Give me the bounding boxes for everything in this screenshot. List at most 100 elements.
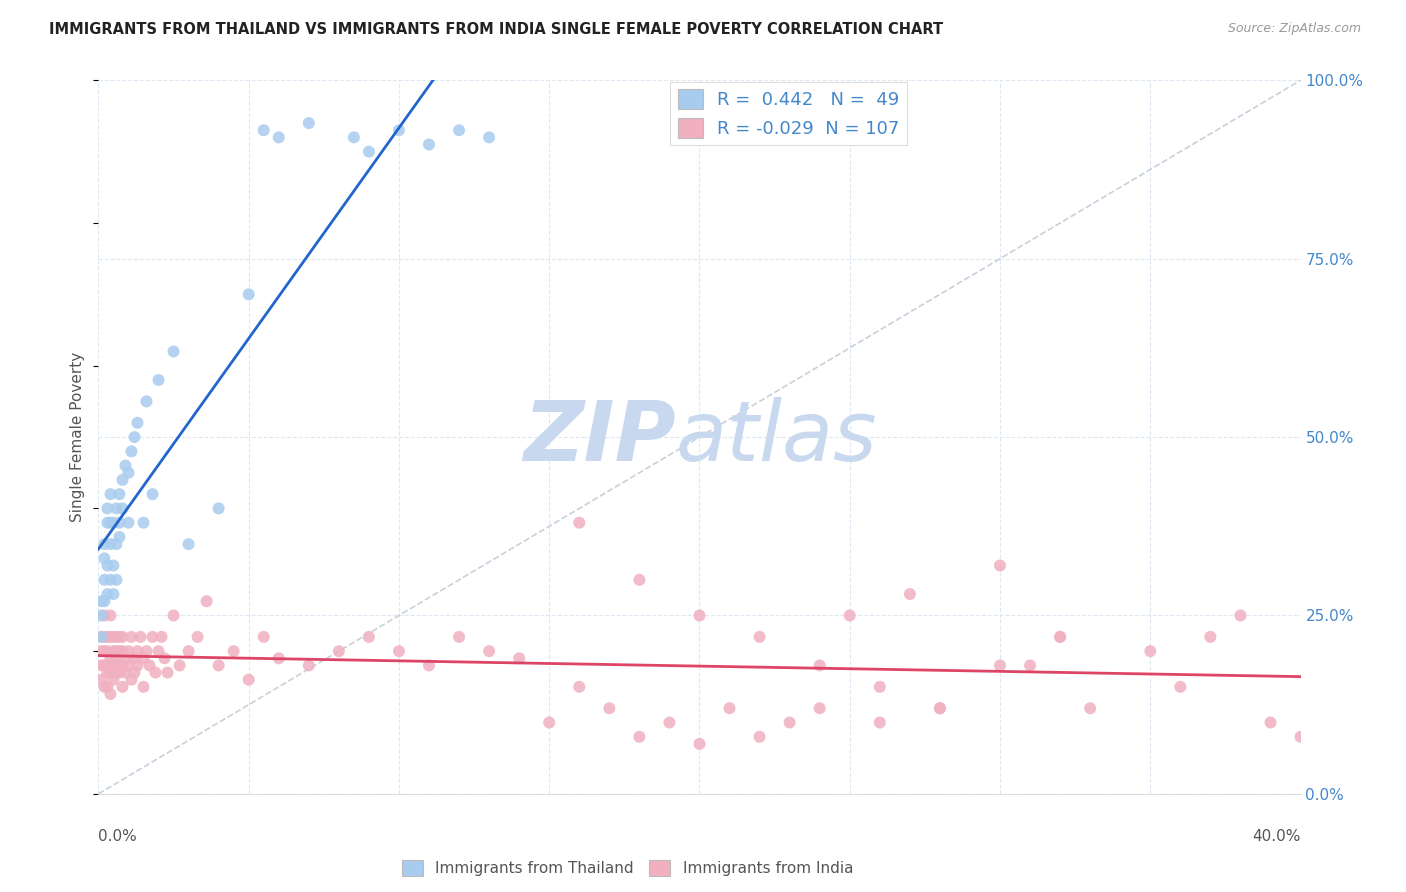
Text: atlas: atlas bbox=[675, 397, 877, 477]
Point bbox=[111, 658, 134, 673]
Point bbox=[267, 130, 290, 145]
Point bbox=[96, 558, 118, 573]
Point bbox=[96, 630, 118, 644]
Point bbox=[298, 658, 321, 673]
Point bbox=[718, 701, 741, 715]
Point bbox=[111, 644, 134, 658]
Point bbox=[238, 673, 260, 687]
Point bbox=[328, 644, 350, 658]
Point bbox=[90, 658, 112, 673]
Point bbox=[447, 630, 470, 644]
Point bbox=[111, 473, 134, 487]
Point bbox=[90, 594, 112, 608]
Point bbox=[117, 516, 139, 530]
Point bbox=[1139, 644, 1161, 658]
Point bbox=[689, 737, 711, 751]
Point bbox=[108, 644, 131, 658]
Point bbox=[117, 658, 139, 673]
Point bbox=[538, 715, 561, 730]
Legend: Immigrants from Thailand, Immigrants from India: Immigrants from Thailand, Immigrants fro… bbox=[395, 854, 859, 882]
Point bbox=[121, 673, 143, 687]
Point bbox=[357, 630, 380, 644]
Point bbox=[93, 537, 115, 551]
Text: IMMIGRANTS FROM THAILAND VS IMMIGRANTS FROM INDIA SINGLE FEMALE POVERTY CORRELAT: IMMIGRANTS FROM THAILAND VS IMMIGRANTS F… bbox=[49, 22, 943, 37]
Point bbox=[418, 137, 440, 152]
Point bbox=[222, 644, 245, 658]
Point bbox=[96, 658, 118, 673]
Point bbox=[108, 487, 131, 501]
Text: Source: ZipAtlas.com: Source: ZipAtlas.com bbox=[1227, 22, 1361, 36]
Point bbox=[96, 501, 118, 516]
Point bbox=[108, 530, 131, 544]
Point bbox=[148, 644, 170, 658]
Point bbox=[568, 680, 591, 694]
Point bbox=[105, 651, 128, 665]
Point bbox=[187, 630, 209, 644]
Point bbox=[1019, 658, 1042, 673]
Point bbox=[208, 501, 231, 516]
Point bbox=[598, 701, 620, 715]
Point bbox=[177, 644, 200, 658]
Point bbox=[117, 466, 139, 480]
Point bbox=[124, 430, 146, 444]
Point bbox=[148, 373, 170, 387]
Point bbox=[105, 644, 128, 658]
Point bbox=[127, 416, 149, 430]
Point bbox=[103, 673, 125, 687]
Point bbox=[96, 644, 118, 658]
Point bbox=[111, 680, 134, 694]
Point bbox=[100, 487, 122, 501]
Point bbox=[105, 573, 128, 587]
Point bbox=[135, 644, 157, 658]
Point bbox=[129, 630, 152, 644]
Point bbox=[478, 130, 501, 145]
Point bbox=[111, 630, 134, 644]
Point bbox=[124, 651, 146, 665]
Point bbox=[169, 658, 191, 673]
Point bbox=[568, 516, 591, 530]
Point bbox=[1199, 630, 1222, 644]
Point bbox=[90, 630, 112, 644]
Point bbox=[127, 658, 149, 673]
Point bbox=[132, 516, 155, 530]
Point bbox=[103, 658, 125, 673]
Point bbox=[1078, 701, 1101, 715]
Text: ZIP: ZIP bbox=[523, 397, 675, 477]
Point bbox=[628, 730, 651, 744]
Point bbox=[1289, 730, 1312, 744]
Point bbox=[253, 630, 276, 644]
Point bbox=[93, 594, 115, 608]
Point bbox=[105, 501, 128, 516]
Point bbox=[132, 651, 155, 665]
Point bbox=[898, 587, 921, 601]
Point bbox=[689, 608, 711, 623]
Point bbox=[748, 730, 770, 744]
Point bbox=[162, 344, 184, 359]
Point bbox=[108, 516, 131, 530]
Point bbox=[100, 651, 122, 665]
Point bbox=[343, 130, 366, 145]
Point bbox=[195, 594, 218, 608]
Point bbox=[96, 587, 118, 601]
Point bbox=[1170, 680, 1192, 694]
Point bbox=[838, 608, 860, 623]
Point bbox=[628, 573, 651, 587]
Point bbox=[177, 537, 200, 551]
Point bbox=[1229, 608, 1251, 623]
Point bbox=[478, 644, 501, 658]
Point bbox=[100, 573, 122, 587]
Point bbox=[105, 665, 128, 680]
Point bbox=[90, 673, 112, 687]
Point bbox=[238, 287, 260, 301]
Point bbox=[103, 558, 125, 573]
Y-axis label: Single Female Poverty: Single Female Poverty bbox=[70, 352, 86, 522]
Point bbox=[869, 715, 891, 730]
Point bbox=[90, 644, 112, 658]
Point bbox=[105, 537, 128, 551]
Point bbox=[108, 630, 131, 644]
Point bbox=[132, 680, 155, 694]
Point bbox=[93, 630, 115, 644]
Point bbox=[93, 644, 115, 658]
Point bbox=[208, 658, 231, 673]
Point bbox=[100, 516, 122, 530]
